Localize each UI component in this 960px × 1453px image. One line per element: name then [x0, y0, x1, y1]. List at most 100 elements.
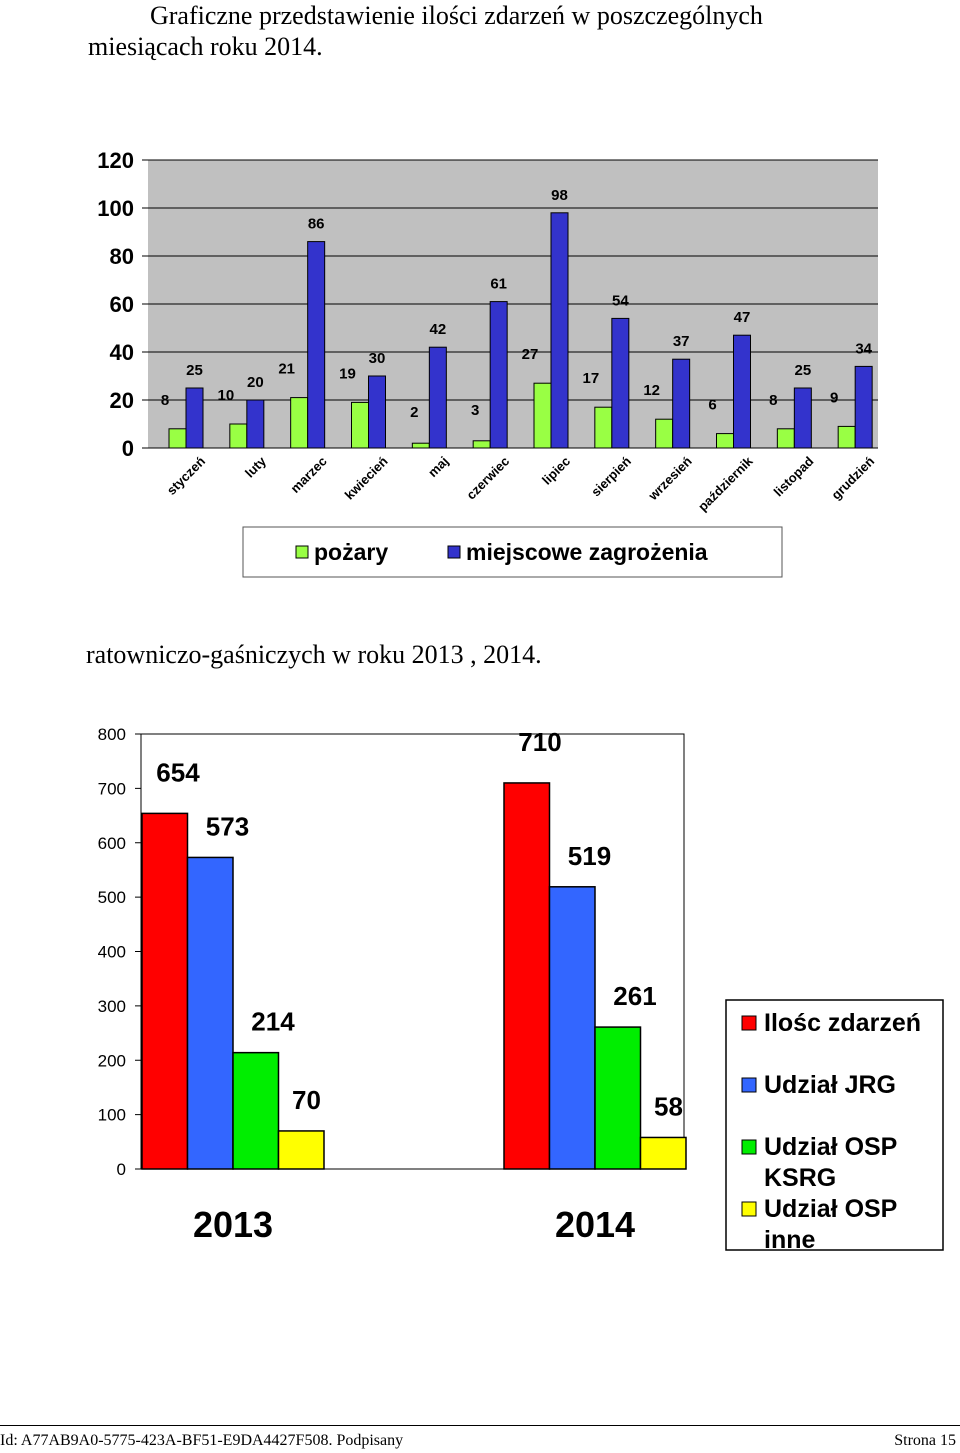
bar-osp-ksrg	[594, 1026, 642, 1170]
bar-ilosc	[503, 782, 551, 1170]
legend-label: miejscowe zagrożenia	[466, 539, 708, 565]
bar-jrg	[548, 886, 596, 1170]
section-heading: ratowniczo-gaśniczych w roku 2013 , 2014…	[86, 640, 542, 669]
page-heading: Graficzne przedstawienie ilości zdarzeń …	[88, 0, 938, 62]
data-label: 3	[471, 402, 479, 419]
bar-miejscowe	[611, 317, 630, 449]
bar-pozary	[776, 428, 795, 449]
data-label: 710	[518, 727, 561, 757]
bar-miejscowe	[307, 241, 326, 449]
data-label: 98	[551, 187, 568, 204]
page-heading-line1: Graficzne przedstawienie ilości zdarzeń …	[150, 1, 763, 30]
data-label: 214	[251, 1007, 295, 1037]
y-tick-label: 0	[117, 1160, 126, 1179]
data-label: 25	[186, 362, 203, 379]
y-tick-label: 100	[97, 196, 134, 221]
bar-pozary	[351, 401, 369, 449]
y-tick-label: 200	[98, 1051, 126, 1070]
data-label: 19	[339, 365, 356, 382]
x-tick-label: grudzień	[828, 453, 877, 502]
bar-miejscowe	[246, 399, 265, 449]
bar-pozary	[716, 433, 734, 449]
data-label: 70	[292, 1085, 321, 1115]
legend-box	[242, 526, 783, 578]
data-label: 47	[734, 309, 751, 326]
x-tick-label: lipiec	[539, 454, 573, 488]
bar-miejscowe	[550, 212, 569, 449]
data-label: 6	[708, 397, 716, 414]
x-tick-label: luty	[242, 453, 269, 480]
x-category-label: 2014	[555, 1204, 635, 1245]
data-label: 58	[654, 1091, 683, 1121]
legend-label: KSRG	[764, 1164, 836, 1192]
y-tick-label: 120	[97, 148, 134, 173]
x-tick-label: kwiecień	[342, 453, 391, 502]
legend-label: Udział OSP	[764, 1195, 897, 1223]
bar-pozary	[655, 418, 674, 449]
legend-label: pożary	[314, 539, 388, 565]
data-label: 573	[206, 811, 249, 841]
data-label: 261	[613, 981, 656, 1011]
data-label: 30	[369, 350, 386, 367]
legend-swatch	[741, 1077, 757, 1093]
data-label: 10	[217, 387, 234, 404]
bar-pozary	[168, 428, 187, 449]
page-number: Strona 15	[894, 1432, 956, 1449]
data-label: 2	[410, 404, 418, 421]
legend-swatch	[295, 545, 309, 559]
bar-pozary	[411, 442, 430, 449]
data-label: 8	[769, 392, 777, 409]
x-tick-label: czerwiec	[463, 454, 512, 503]
bar-osp-inne	[277, 1130, 325, 1170]
page-footer: Id: A77AB9A0-5775-423A-BF51-E9DA4427F508…	[0, 1425, 960, 1453]
legend: pożary miejscowe zagrożenia	[242, 526, 783, 578]
bar-pozary	[533, 382, 552, 449]
y-tick-label: 300	[98, 997, 126, 1016]
legend-label: Udział OSP	[764, 1133, 897, 1161]
y-tick-label: 0	[122, 436, 134, 461]
legend: Ilośc zdarzeń Udział JRG Udział OSP KSRG Udz…	[725, 999, 944, 1254]
y-tick-label: 20	[110, 388, 134, 413]
data-label: 8	[161, 392, 169, 409]
legend-box	[725, 999, 944, 1251]
x-category-label: 2013	[193, 1204, 273, 1245]
y-tick-label: 400	[98, 943, 126, 962]
bar-pozary	[290, 397, 309, 449]
data-label: 27	[522, 346, 539, 363]
x-tick-label: marzec	[287, 454, 329, 496]
y-tick-label: 500	[98, 888, 126, 907]
data-label: 21	[278, 361, 295, 378]
bar-miejscowe	[428, 346, 447, 449]
data-label: 54	[612, 292, 629, 309]
bar-ilosc	[141, 812, 189, 1170]
x-tick-label: sierpień	[588, 453, 634, 499]
data-label: 34	[855, 340, 872, 357]
monthly-incidents-chart: 020406080100120825styczeń1020luty2186mar…	[97, 148, 878, 578]
data-label: 37	[673, 333, 690, 350]
legend-label: Ilośc zdarzeń	[764, 1009, 921, 1037]
bar-miejscowe	[489, 301, 508, 449]
y-tick-label: 40	[110, 340, 134, 365]
data-label: 25	[794, 362, 811, 379]
data-label: 12	[643, 382, 660, 399]
y-tick-label: 800	[98, 725, 126, 744]
bar-pozary	[837, 425, 856, 449]
bar-osp-ksrg	[232, 1051, 280, 1170]
page-heading-line2: miesiącach roku 2014.	[88, 32, 323, 61]
data-label: 654	[156, 757, 200, 787]
data-label: 20	[247, 374, 264, 391]
data-label: 9	[830, 389, 838, 406]
x-tick-label: wrzesień	[645, 453, 695, 503]
bar-miejscowe	[793, 387, 812, 449]
x-tick-label: styczeń	[164, 453, 208, 497]
x-tick-label: październik	[695, 453, 756, 514]
bar-miejscowe	[854, 365, 873, 449]
data-label: 519	[568, 841, 611, 871]
bar-pozary	[594, 406, 613, 449]
legend-label: inne	[764, 1226, 815, 1254]
y-tick-label: 80	[110, 244, 134, 269]
x-tick-label: maj	[425, 454, 451, 480]
bar-pozary	[229, 423, 248, 449]
bar-miejscowe	[672, 358, 691, 449]
